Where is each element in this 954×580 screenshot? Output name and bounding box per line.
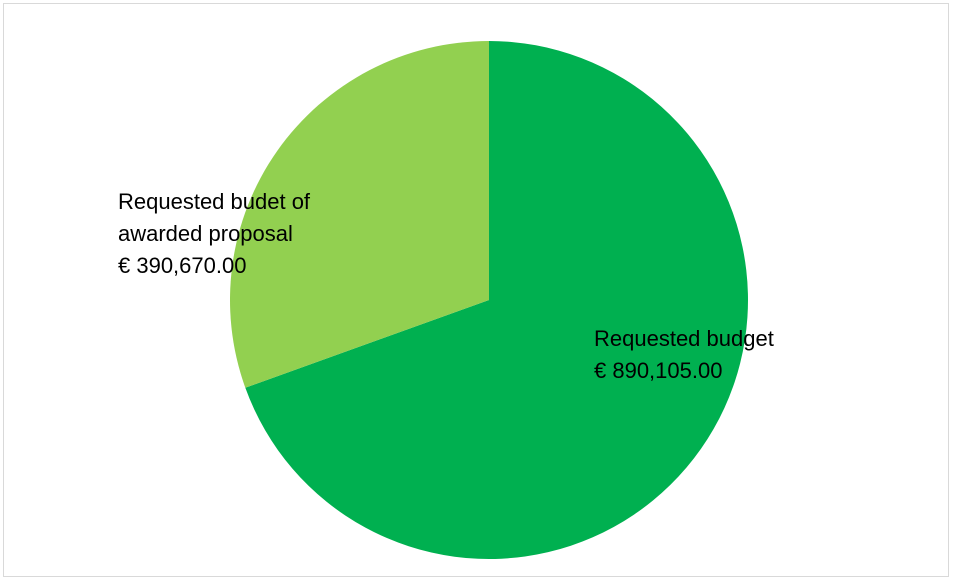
slice-label-line: € 390,670.00 [118,253,246,278]
slice-label-1: Requested budet of awarded proposal € 390,… [118,189,311,278]
slice-label-0: Requested budget € 890,105.00 [594,326,774,383]
pie-slice-0 [245,41,749,559]
pie-slices [229,41,749,559]
slice-label-line: Requested budet of [118,189,311,214]
slice-label-line: Requested budget [594,326,774,351]
slice-label-line: awarded proposal [118,221,293,246]
slice-label-line: € 890,105.00 [594,358,722,383]
chart-frame: Requested budget € 890,105.00 Requested bu… [3,3,949,577]
pie-slice-1 [229,41,489,388]
